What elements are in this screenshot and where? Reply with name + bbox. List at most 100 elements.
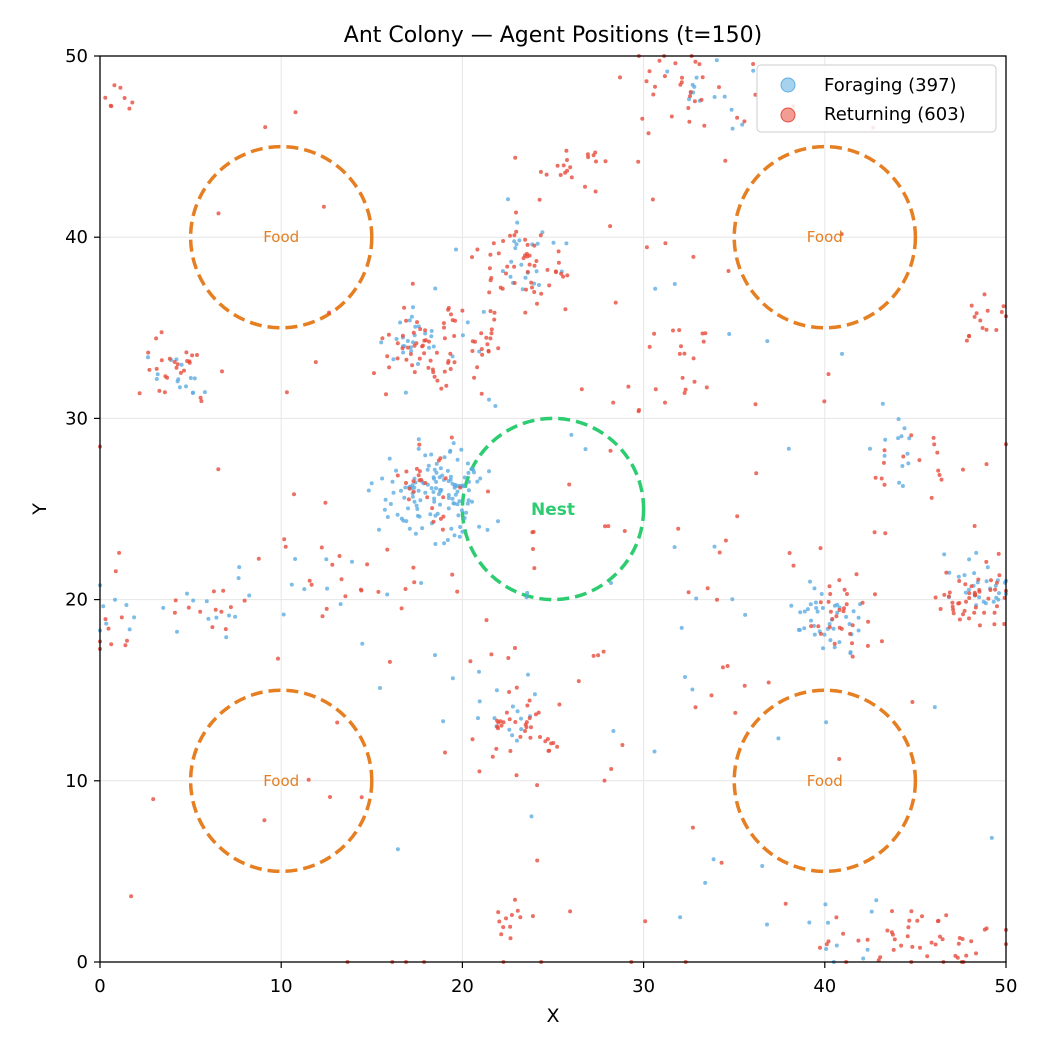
y-tick-label: 30 xyxy=(65,408,88,429)
foraging-point xyxy=(127,627,132,632)
returning-point xyxy=(514,773,519,778)
returning-point xyxy=(491,241,496,246)
returning-point xyxy=(532,290,537,294)
foraging-point xyxy=(984,579,989,584)
returning-point xyxy=(528,735,533,740)
returning-point xyxy=(242,598,247,603)
returning-point xyxy=(827,584,832,589)
returning-point xyxy=(653,84,657,89)
foraging-point xyxy=(683,675,687,679)
foraging-point xyxy=(906,461,911,466)
foraging-point xyxy=(427,345,431,350)
returning-point xyxy=(585,152,590,157)
foraging-point xyxy=(802,626,807,631)
foraging-point xyxy=(977,595,982,600)
foraging-point xyxy=(459,508,464,513)
returning-point xyxy=(426,365,431,370)
returning-point xyxy=(508,936,513,941)
returning-point xyxy=(826,372,831,377)
foraging-point xyxy=(672,545,677,550)
returning-point xyxy=(547,283,552,288)
returning-point xyxy=(422,351,427,356)
foraging-point xyxy=(413,324,418,329)
returning-point xyxy=(653,387,658,392)
returning-point xyxy=(701,339,706,344)
returning-point xyxy=(935,450,940,455)
foraging-point xyxy=(338,602,343,607)
returning-point xyxy=(324,606,329,611)
foraging-point xyxy=(865,947,870,952)
returning-point xyxy=(198,609,203,614)
returning-point xyxy=(499,723,504,728)
returning-point xyxy=(618,75,622,80)
returning-point xyxy=(199,399,204,404)
foraging-point xyxy=(711,857,716,862)
foraging-point xyxy=(455,502,460,507)
returning-point xyxy=(692,379,697,384)
foraging-point xyxy=(535,241,540,246)
returning-point xyxy=(678,82,683,87)
foraging-point xyxy=(609,581,613,585)
foraging-point xyxy=(378,686,382,690)
returning-point xyxy=(498,719,503,724)
plot-frame xyxy=(99,55,1007,963)
foraging-point xyxy=(537,283,541,287)
foraging-point xyxy=(653,286,658,291)
returning-point xyxy=(567,482,572,487)
foraging-point xyxy=(851,609,856,614)
returning-point xyxy=(704,385,709,390)
returning-point xyxy=(524,287,528,292)
returning-point xyxy=(964,599,968,604)
returning-point xyxy=(546,748,551,753)
returning-point xyxy=(841,609,846,614)
foraging-point xyxy=(514,738,519,743)
foraging-point xyxy=(712,544,717,549)
returning-point xyxy=(942,592,947,597)
returning-point xyxy=(702,123,707,128)
foraging-point xyxy=(459,447,464,452)
returning-point xyxy=(411,565,416,570)
returning-point xyxy=(688,94,692,99)
returning-point xyxy=(651,92,656,97)
returning-point xyxy=(521,256,526,261)
returning-point xyxy=(501,239,506,243)
returning-point xyxy=(686,106,691,110)
foraging-point xyxy=(509,259,514,264)
foraging-point xyxy=(714,58,719,63)
x-axis-ticks: 0 10 20 30 40 50 xyxy=(94,962,1017,997)
foraging-point xyxy=(432,496,437,501)
foraging-point xyxy=(192,376,197,381)
returning-point xyxy=(487,290,492,295)
returning-point xyxy=(669,114,674,119)
foraging-point xyxy=(519,262,524,267)
returning-point xyxy=(839,626,844,631)
returning-point xyxy=(527,698,532,703)
foraging-point xyxy=(665,69,670,74)
foraging-point xyxy=(401,350,406,355)
returning-point xyxy=(112,83,117,88)
foraging-point xyxy=(520,287,525,292)
returning-point xyxy=(679,344,683,349)
foraging-point xyxy=(882,453,887,458)
returning-point xyxy=(154,336,159,341)
returning-point xyxy=(406,497,411,502)
returning-point xyxy=(501,720,506,725)
returning-point xyxy=(412,370,417,375)
returning-point xyxy=(640,116,645,121)
returning-point xyxy=(699,97,704,102)
foraging-point xyxy=(652,749,657,754)
returning-point xyxy=(494,746,499,751)
returning-point xyxy=(441,321,446,326)
returning-point xyxy=(335,720,340,725)
foraging-point xyxy=(411,340,415,345)
returning-point xyxy=(544,172,549,177)
returning-point xyxy=(940,937,945,942)
returning-point xyxy=(834,614,839,619)
returning-point xyxy=(109,642,114,647)
returning-point xyxy=(415,320,419,325)
foraging-point xyxy=(433,542,438,546)
foraging-point xyxy=(807,920,812,925)
returning-point xyxy=(506,656,511,660)
foraging-point xyxy=(907,436,912,441)
returning-point xyxy=(939,477,944,482)
